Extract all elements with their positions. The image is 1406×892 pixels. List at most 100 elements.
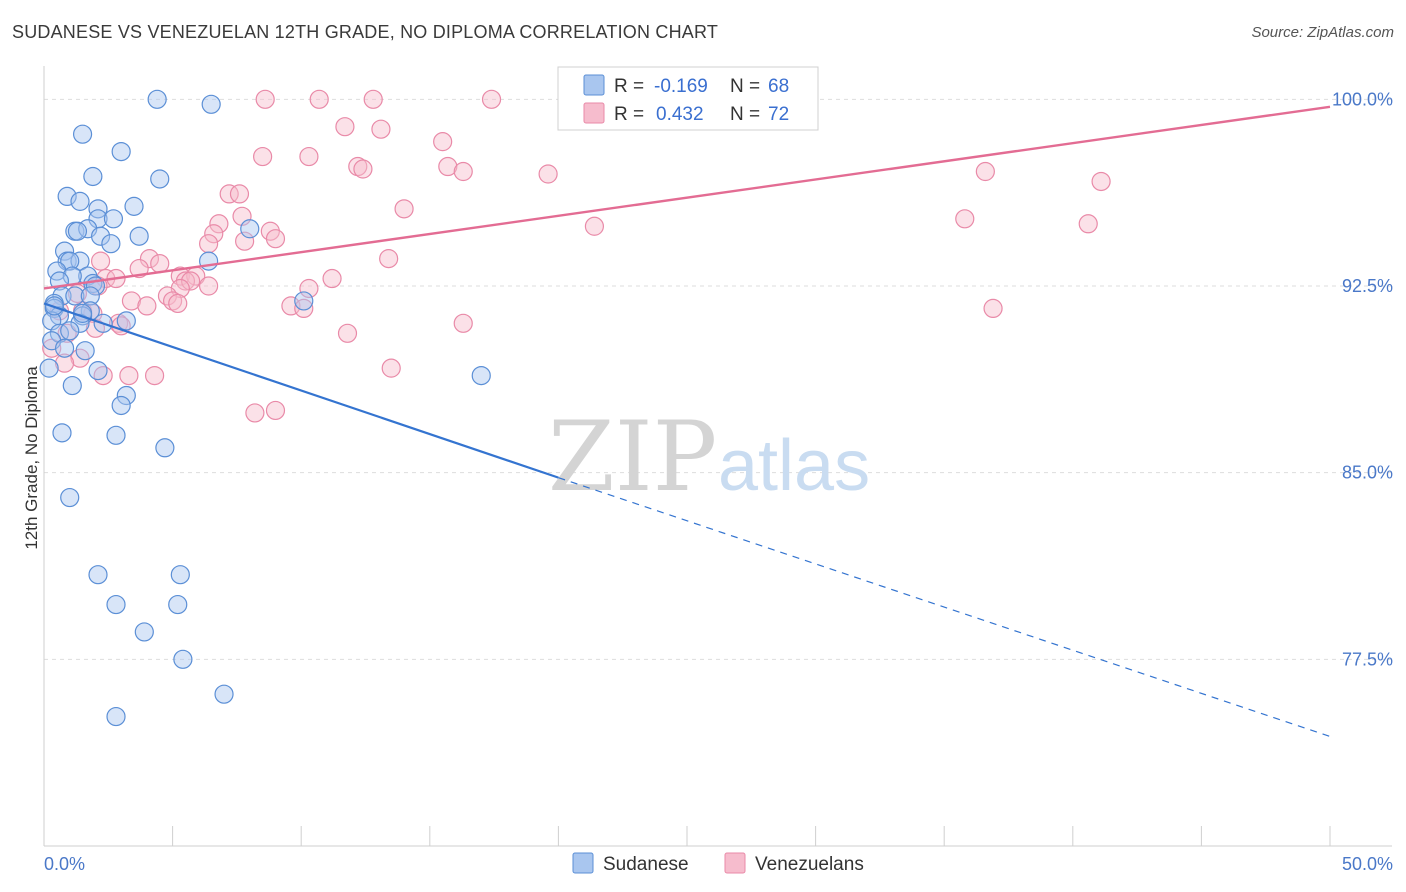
venezuelans-point bbox=[90, 251, 111, 271]
venezuelans-point bbox=[379, 249, 399, 269]
venezuelans-point bbox=[54, 353, 75, 373]
sudanese-point bbox=[60, 487, 80, 508]
venezuelans-r-value: 0.432 bbox=[656, 104, 704, 125]
y-tick-label: 85.0% bbox=[1342, 463, 1393, 483]
x-tick-label: 50.0% bbox=[1342, 854, 1393, 874]
venezuelans-point bbox=[168, 293, 188, 314]
sudanese-points bbox=[39, 89, 491, 727]
venezuelans-point bbox=[129, 258, 149, 279]
venezuelans-point bbox=[253, 146, 273, 167]
sudanese-point bbox=[147, 89, 167, 109]
y-tick-labels: 77.5% 85.0% 92.5% 100.0% bbox=[1332, 89, 1393, 669]
sudanese-point bbox=[240, 219, 260, 239]
sudanese-point bbox=[201, 94, 221, 114]
y-tick-label: 77.5% bbox=[1342, 649, 1393, 669]
venezuelans-point bbox=[299, 278, 319, 299]
sudanese-point bbox=[173, 649, 193, 669]
sudanese-point bbox=[70, 251, 90, 271]
sudanese-point bbox=[116, 385, 136, 406]
venezuelans-point bbox=[204, 224, 224, 244]
venezuelans-point bbox=[363, 89, 383, 109]
sudanese-point bbox=[88, 199, 108, 219]
venezuelans-point bbox=[394, 199, 414, 219]
y-axis-title: 12th Grade, No Diploma bbox=[22, 366, 41, 550]
sudanese-point bbox=[170, 565, 190, 585]
venezuelans-point bbox=[209, 214, 229, 234]
venezuelans-point bbox=[335, 117, 355, 137]
sudanese-n-value: 68 bbox=[768, 76, 789, 97]
sudanese-point bbox=[65, 286, 85, 306]
venezuelans-point bbox=[121, 291, 142, 311]
venezuelans-point bbox=[255, 89, 275, 109]
sudanese-point bbox=[168, 594, 188, 615]
venezuelans-point bbox=[139, 249, 160, 269]
sudanese-point bbox=[155, 438, 175, 458]
venezuelans-trend-line bbox=[43, 105, 1331, 290]
sudanese-point bbox=[116, 311, 136, 331]
venezuelans-point bbox=[229, 184, 250, 204]
venezuelans-point bbox=[381, 358, 401, 378]
venezuelans-point bbox=[955, 209, 975, 229]
gridlines bbox=[44, 98, 1392, 660]
venezuelans-point bbox=[144, 366, 165, 386]
venezuelans-point bbox=[235, 231, 255, 251]
venezuelans-point bbox=[438, 156, 458, 177]
venezuelans-point bbox=[584, 216, 605, 236]
sudanese-point bbox=[106, 594, 126, 615]
sudanese-point bbox=[54, 338, 75, 358]
sudanese-point bbox=[75, 341, 95, 361]
sudanese-point bbox=[106, 706, 126, 727]
venezuelans-point bbox=[181, 271, 201, 291]
sudanese-point bbox=[72, 124, 93, 144]
sudanese-point bbox=[150, 169, 170, 189]
venezuelans-point bbox=[975, 161, 995, 182]
sudanese-point bbox=[57, 186, 77, 206]
sudanese-trend-line bbox=[43, 302, 559, 479]
venezuelans-point bbox=[453, 161, 473, 182]
venezuelans-n-value: 72 bbox=[768, 104, 789, 125]
venezuelans-r-label: R = bbox=[614, 104, 644, 125]
venezuelans-point bbox=[983, 298, 1003, 318]
legend-sudanese-label: Sudanese bbox=[603, 854, 689, 875]
venezuelans-point bbox=[1091, 171, 1111, 192]
sudanese-r-label: R = bbox=[614, 76, 644, 97]
venezuelans-points bbox=[42, 89, 1111, 423]
venezuelans-point bbox=[299, 146, 319, 167]
stats-legend: R = -0.169 N = 68 R = 0.432 N = 72 bbox=[557, 66, 819, 131]
sudanese-point bbox=[80, 286, 100, 306]
venezuelans-point bbox=[150, 254, 170, 274]
sudanese-point bbox=[101, 234, 121, 254]
sudanese-point bbox=[88, 565, 108, 585]
venezuelans-point bbox=[119, 366, 139, 386]
sudanese-point bbox=[103, 209, 124, 229]
sudanese-n-label: N = bbox=[730, 76, 760, 97]
legend-venezuelans-label: Venezuelans bbox=[755, 854, 864, 875]
x-tick-labels: 0.0% 50.0% bbox=[44, 854, 1393, 874]
sudanese-trend-extension bbox=[558, 477, 1331, 738]
venezuelans-point bbox=[245, 403, 265, 423]
venezuelans-point bbox=[219, 184, 239, 204]
venezuelans-point bbox=[309, 89, 329, 109]
sudanese-point bbox=[90, 226, 111, 246]
y-tick-label: 92.5% bbox=[1342, 276, 1393, 296]
venezuelans-point bbox=[481, 89, 502, 109]
watermark: ZIP atlas bbox=[548, 401, 870, 513]
venezuelans-point bbox=[199, 234, 219, 254]
venezuelans-point bbox=[294, 298, 314, 318]
sudanese-point bbox=[52, 423, 72, 443]
watermark-zip: ZIP bbox=[548, 401, 717, 513]
sudanese-point bbox=[83, 166, 103, 187]
sudanese-point bbox=[111, 395, 131, 416]
venezuelans-point bbox=[137, 296, 157, 316]
legend-venezuelans-swatch bbox=[724, 852, 746, 874]
axes bbox=[43, 66, 1392, 847]
venezuelans-point bbox=[199, 276, 219, 296]
sudanese-point bbox=[39, 358, 59, 378]
venezuelans-point bbox=[353, 159, 373, 179]
sudanese-point bbox=[124, 196, 144, 216]
sudanese-point bbox=[129, 226, 149, 246]
sudanese-point bbox=[60, 251, 80, 271]
sudanese-point bbox=[70, 191, 90, 211]
venezuelans-point bbox=[433, 132, 453, 152]
venezuelans-point bbox=[265, 400, 286, 421]
